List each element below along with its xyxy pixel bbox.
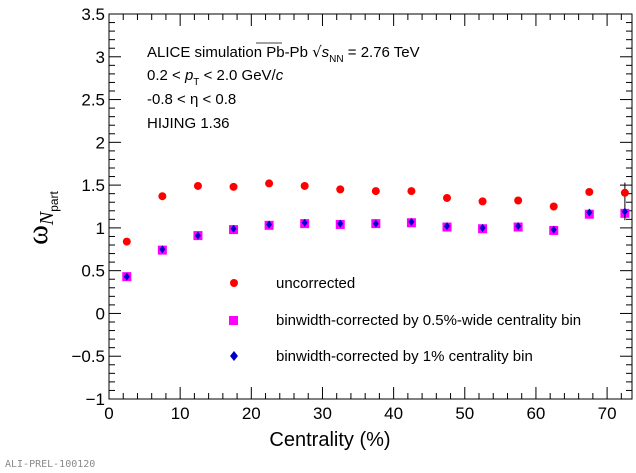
y-tick-label: 2 bbox=[96, 133, 105, 152]
x-tick-label: 60 bbox=[526, 404, 545, 423]
preliminary-id: ALI-PREL-100120 bbox=[5, 459, 95, 470]
data-point-onepercent bbox=[550, 225, 557, 234]
annotation-block: ALICE simulation Pb-Pb √sNN = 2.76 TeV 0… bbox=[147, 42, 420, 132]
x-tick-label: 50 bbox=[455, 404, 474, 423]
y-tick-label: 0 bbox=[96, 304, 105, 323]
legend-marker-uncorrected bbox=[230, 279, 238, 287]
data-point-uncorrected bbox=[407, 187, 416, 196]
data-point-onepercent bbox=[266, 220, 273, 229]
annotation-line-4: HIJING 1.36 bbox=[147, 115, 230, 132]
data-point-onepercent bbox=[194, 231, 201, 240]
legend-label-halfpercent: binwidth-corrected by 0.5%-wide centrali… bbox=[276, 312, 581, 329]
data-point-onepercent bbox=[443, 222, 450, 231]
y-tick-label: 3 bbox=[96, 48, 105, 67]
x-axis-title: Centrality (%) bbox=[269, 429, 390, 451]
annotation-line-2: 0.2 < pT < 2.0 GeV/c bbox=[147, 67, 284, 88]
y-tick-label: 0.5 bbox=[81, 262, 105, 281]
legend-label-uncorrected: uncorrected bbox=[276, 275, 355, 292]
axis-ticks: −1 −0.5 0 0.5 1 1.5 2 2.5 3 3.5 0 10 20 30 40 50 60 70 bbox=[71, 5, 632, 423]
data-point-uncorrected bbox=[265, 179, 274, 188]
data-point-onepercent bbox=[621, 207, 628, 216]
data-point-uncorrected bbox=[549, 202, 558, 211]
legend-marker-halfpercent bbox=[229, 316, 238, 325]
x-tick-label: 0 bbox=[104, 404, 113, 423]
data-point-onepercent bbox=[586, 208, 593, 217]
data-point-uncorrected bbox=[229, 182, 238, 191]
data-point-onepercent bbox=[230, 224, 237, 233]
data-point-onepercent bbox=[372, 219, 379, 228]
y-tick-label: 1 bbox=[96, 219, 105, 238]
data-point-onepercent bbox=[301, 218, 308, 227]
y-tick-label: 2.5 bbox=[81, 91, 105, 110]
data-point-uncorrected bbox=[514, 196, 523, 205]
annotation-line-1: ALICE simulation Pb-Pb √sNN = 2.76 TeV bbox=[147, 43, 420, 65]
x-tick-label: 30 bbox=[313, 404, 332, 423]
data-point-onepercent bbox=[408, 217, 415, 226]
y-tick-label: 1.5 bbox=[81, 176, 105, 195]
data-point-uncorrected bbox=[158, 192, 167, 201]
x-tick-label: 40 bbox=[384, 404, 403, 423]
data-point-uncorrected bbox=[478, 197, 487, 206]
legend: uncorrected binwidth-corrected by 0.5%-w… bbox=[229, 275, 581, 365]
data-point-onepercent bbox=[479, 223, 486, 232]
legend-label-onepercent: binwidth-corrected by 1% centrality bin bbox=[276, 348, 533, 365]
plot-frame bbox=[108, 13, 633, 400]
data-point-uncorrected bbox=[193, 181, 202, 190]
data-point-onepercent bbox=[337, 219, 344, 228]
data-point-uncorrected bbox=[620, 188, 629, 197]
y-axis-title: ωNpart bbox=[21, 190, 61, 244]
x-tick-label: 10 bbox=[171, 404, 190, 423]
x-tick-label: 70 bbox=[598, 404, 617, 423]
svg-text:ωNpart: ωNpart bbox=[21, 190, 61, 244]
data-point-uncorrected bbox=[442, 193, 451, 202]
data-marks bbox=[122, 179, 630, 282]
legend-marker-onepercent bbox=[230, 351, 238, 361]
data-point-uncorrected bbox=[122, 237, 131, 246]
data-point-onepercent bbox=[159, 245, 166, 254]
annotation-line-3: -0.8 < η < 0.8 bbox=[147, 91, 236, 108]
data-point-uncorrected bbox=[300, 181, 309, 190]
data-point-onepercent bbox=[515, 222, 522, 231]
y-tick-label: 3.5 bbox=[81, 5, 105, 24]
data-point-uncorrected bbox=[371, 187, 380, 196]
y-tick-label: −1 bbox=[86, 390, 105, 409]
data-point-onepercent bbox=[123, 272, 130, 281]
x-tick-label: 20 bbox=[242, 404, 261, 423]
data-point-uncorrected bbox=[336, 185, 345, 194]
data-point-uncorrected bbox=[585, 187, 594, 196]
y-tick-label: −0.5 bbox=[71, 347, 105, 366]
